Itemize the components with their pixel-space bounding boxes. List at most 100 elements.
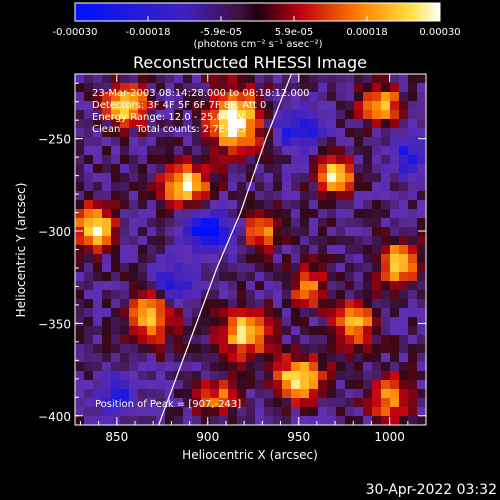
heatmap-cell <box>228 119 238 129</box>
heatmap-cell <box>192 164 202 174</box>
heatmap-cell <box>210 398 220 408</box>
y-tick-label: −250 <box>38 133 71 147</box>
heatmap-cell <box>300 245 310 255</box>
heatmap-cell <box>372 173 382 183</box>
heatmap-cell <box>309 245 319 255</box>
heatmap-cell <box>156 227 166 237</box>
heatmap-cell <box>399 380 409 390</box>
heatmap-cell <box>381 146 391 156</box>
heatmap-cell <box>354 371 364 381</box>
heatmap-cell <box>336 200 346 210</box>
heatmap-cell <box>219 200 229 210</box>
heatmap-cell <box>417 389 426 399</box>
heatmap-cell <box>309 200 319 210</box>
heatmap-cell <box>120 353 130 363</box>
heatmap-cell <box>345 362 355 372</box>
heatmap-cell <box>300 380 310 390</box>
heatmap-cell <box>219 137 229 147</box>
heatmap-cell <box>165 101 175 111</box>
heatmap-cell <box>84 335 94 345</box>
heatmap-cell <box>282 389 292 399</box>
heatmap-cell <box>174 308 184 318</box>
heatmap-cell <box>300 362 310 372</box>
heatmap-cell <box>138 200 148 210</box>
heatmap-cell <box>381 83 391 93</box>
heatmap-cell <box>75 380 85 390</box>
heatmap-cell <box>255 389 265 399</box>
heatmap-cell <box>363 281 373 291</box>
heatmap-cell <box>174 245 184 255</box>
heatmap-cell <box>156 119 166 129</box>
heatmap-cell <box>417 101 426 111</box>
heatmap-cell <box>363 317 373 327</box>
heatmap-cell <box>174 164 184 174</box>
heatmap-cell <box>219 110 229 120</box>
heatmap-cell <box>309 335 319 345</box>
heatmap-cell <box>309 191 319 201</box>
heatmap-cell <box>129 146 139 156</box>
heatmap-cell <box>129 263 139 273</box>
heatmap-cell <box>156 398 166 408</box>
heatmap-cell <box>75 137 85 147</box>
heatmap-cell <box>291 416 301 425</box>
heatmap-cell <box>93 407 103 417</box>
heatmap-cell <box>219 362 229 372</box>
heatmap-cell <box>381 389 391 399</box>
heatmap-cell <box>183 92 193 102</box>
heatmap-cell <box>192 101 202 111</box>
heatmap-cell <box>255 83 265 93</box>
heatmap-cell <box>390 317 400 327</box>
heatmap-cell <box>219 92 229 102</box>
x-axis-label: Heliocentric X (arcsec) <box>182 448 318 462</box>
heatmap-cell <box>381 101 391 111</box>
heatmap-cell <box>201 416 211 425</box>
heatmap-cell <box>129 326 139 336</box>
heatmap-cell <box>327 371 337 381</box>
heatmap-cell <box>318 173 328 183</box>
heatmap-cell <box>273 362 283 372</box>
heatmap-cell <box>102 416 112 425</box>
heatmap-cell <box>300 155 310 165</box>
heatmap-cell <box>318 119 328 129</box>
heatmap-cell <box>399 317 409 327</box>
heatmap-cell <box>138 227 148 237</box>
heatmap-cell <box>399 128 409 138</box>
heatmap-cell <box>120 209 130 219</box>
heatmap-cell <box>264 416 274 425</box>
heatmap-cell <box>327 83 337 93</box>
heatmap-cell <box>84 119 94 129</box>
heatmap-cell <box>201 137 211 147</box>
heatmap-cell <box>354 272 364 282</box>
heatmap-cell <box>354 146 364 156</box>
heatmap-cell <box>291 155 301 165</box>
heatmap-cell <box>102 155 112 165</box>
heatmap-cell <box>255 335 265 345</box>
heatmap-cell <box>300 272 310 282</box>
heatmap-cell <box>120 416 130 425</box>
heatmap-cell <box>336 389 346 399</box>
heatmap-cell <box>408 245 418 255</box>
heatmap-cell <box>264 335 274 345</box>
heatmap-cell <box>399 263 409 273</box>
heatmap-cell <box>246 407 256 417</box>
heatmap-cell <box>264 353 274 363</box>
heatmap-cell <box>102 128 112 138</box>
heatmap-cell <box>336 119 346 129</box>
heatmap-cell <box>75 326 85 336</box>
heatmap-cell <box>147 200 157 210</box>
heatmap-cell <box>291 92 301 102</box>
heatmap-cell <box>129 308 139 318</box>
heatmap-cell <box>174 182 184 192</box>
heatmap-cell <box>183 101 193 111</box>
heatmap-cell <box>417 236 426 246</box>
y-tick-label: −350 <box>38 317 71 331</box>
heatmap-cell <box>363 236 373 246</box>
heatmap-cell <box>237 146 247 156</box>
heatmap-cell <box>408 335 418 345</box>
heatmap-cell <box>246 119 256 129</box>
heatmap-cell <box>111 254 121 264</box>
heatmap-cell <box>201 263 211 273</box>
heatmap-cell <box>318 155 328 165</box>
heatmap-cell <box>156 164 166 174</box>
heatmap-cell <box>381 245 391 255</box>
